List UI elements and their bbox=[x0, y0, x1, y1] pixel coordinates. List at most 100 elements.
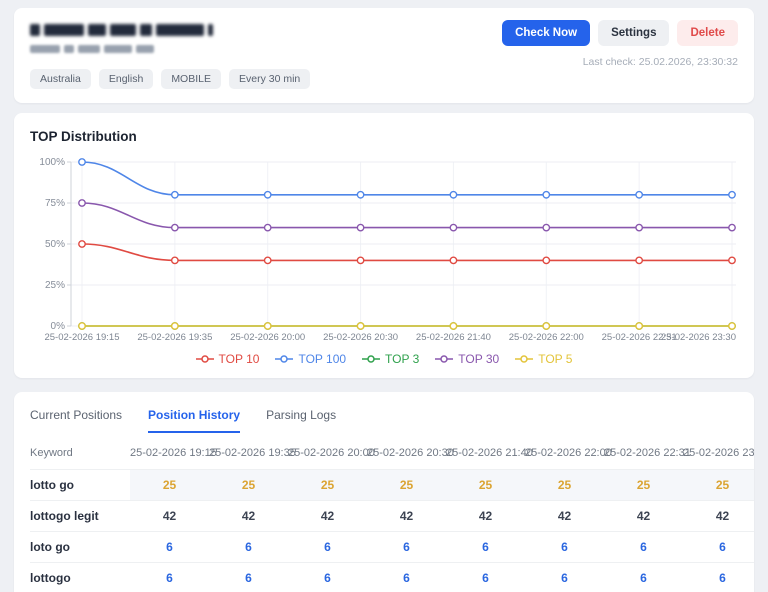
data-point[interactable] bbox=[170, 190, 179, 199]
data-point[interactable] bbox=[449, 223, 458, 232]
position-cell: 6 bbox=[324, 539, 331, 554]
data-point[interactable] bbox=[635, 256, 644, 265]
data-point[interactable] bbox=[449, 256, 458, 265]
positions-tabs: Current Positions Position History Parsing… bbox=[14, 408, 754, 433]
data-point[interactable] bbox=[78, 240, 86, 248]
keyword-column-header: Keyword bbox=[30, 446, 73, 459]
top-distribution-chart[interactable]: 100% 75% 50% 25% 0%25-02-2026 19:15 25-02-202… bbox=[30, 152, 738, 348]
tracker-tag: Every 30 min bbox=[229, 69, 311, 89]
keyword-cell: lottogo bbox=[30, 570, 71, 585]
position-cell: 6 bbox=[640, 570, 647, 585]
top-distribution-card: TOP Distribution 100% 75% 50% 25% 0% 25-02-20… bbox=[14, 113, 754, 378]
tab-position-history[interactable]: Position History bbox=[148, 408, 241, 433]
legend-label: TOP 5 bbox=[538, 352, 573, 366]
position-cell: 42 bbox=[162, 508, 177, 523]
header-actions: Check Now Settings Delete Last check: 25… bbox=[502, 20, 738, 68]
data-point[interactable] bbox=[449, 190, 458, 199]
data-point[interactable] bbox=[263, 322, 272, 330]
date-column-header: 25-02-2026 20:00 bbox=[288, 446, 375, 459]
table-row: lottogo 6 6 6 6 6 6 6 6 bbox=[30, 562, 754, 592]
table-row: loto go 6 6 6 6 6 6 6 6 bbox=[30, 531, 754, 562]
data-point[interactable] bbox=[170, 256, 179, 265]
position-cell: 6 bbox=[561, 539, 568, 554]
series-line-top-10 bbox=[81, 243, 732, 262]
date-column-header: 25-02-2026 20:30 bbox=[367, 446, 454, 459]
position-cell: 25 bbox=[683, 469, 754, 500]
data-point[interactable] bbox=[356, 322, 365, 330]
tracker-tags: Australia English MOBILE Every 30 min bbox=[30, 69, 738, 89]
date-column-header: 25-02-2026 21:40 bbox=[446, 446, 533, 459]
tab-parsing-logs[interactable]: Parsing Logs bbox=[266, 408, 337, 422]
positions-card: Current Positions Position History Parsing… bbox=[14, 392, 754, 592]
position-cell: 6 bbox=[166, 570, 173, 585]
table-header-row: Keyword 25-02-2026 19:15 25-02-2026 19:35 2… bbox=[30, 437, 754, 469]
table-row: lottogo legit 42 42 42 42 42 42 42 42 bbox=[30, 500, 754, 531]
delete-button[interactable]: Delete bbox=[677, 20, 738, 46]
legend-item-top-5[interactable]: TOP 5 bbox=[515, 352, 572, 366]
data-point[interactable] bbox=[728, 322, 736, 330]
check-now-button[interactable]: Check Now bbox=[502, 20, 591, 46]
data-point[interactable] bbox=[728, 223, 736, 232]
x-tick-label: 25-02-2026 19:15 bbox=[44, 332, 119, 343]
position-cell: 6 bbox=[245, 539, 252, 554]
data-point[interactable] bbox=[542, 322, 551, 330]
series-line-top-100 bbox=[81, 161, 732, 196]
data-point[interactable] bbox=[263, 223, 272, 232]
legend-label: TOP 30 bbox=[458, 352, 500, 366]
site-subtitle-redacted bbox=[30, 45, 738, 53]
position-cell: 42 bbox=[241, 508, 256, 523]
x-tick-label: 25-02-2026 20:30 bbox=[323, 332, 398, 343]
tab-current-positions[interactable]: Current Positions bbox=[30, 408, 123, 422]
date-column-header: 25-02-2026 19:35 bbox=[209, 446, 296, 459]
data-point[interactable] bbox=[356, 190, 365, 199]
position-cell: 25 bbox=[209, 469, 288, 500]
data-point[interactable] bbox=[542, 256, 551, 265]
date-column-header: 25-02-2026 23:30 bbox=[683, 446, 754, 459]
legend-marker-icon bbox=[362, 355, 381, 363]
data-point[interactable] bbox=[170, 322, 179, 330]
position-cell: 6 bbox=[166, 539, 173, 554]
data-point[interactable] bbox=[635, 322, 644, 330]
site-title-redacted bbox=[30, 24, 738, 36]
settings-button[interactable]: Settings bbox=[598, 20, 670, 46]
data-point[interactable] bbox=[170, 223, 179, 232]
data-point[interactable] bbox=[542, 190, 551, 199]
y-tick-label: 50% bbox=[45, 239, 65, 250]
position-cell: 25 bbox=[288, 469, 367, 500]
legend-item-top-30[interactable]: TOP 30 bbox=[435, 352, 499, 366]
data-point[interactable] bbox=[263, 190, 272, 199]
data-point[interactable] bbox=[356, 223, 365, 232]
position-cell: 25 bbox=[446, 469, 525, 500]
data-point[interactable] bbox=[356, 256, 365, 265]
date-column-header: 25-02-2026 22:31 bbox=[604, 446, 691, 459]
tracker-titles bbox=[30, 24, 738, 53]
position-history-table: Keyword 25-02-2026 19:15 25-02-2026 19:35 2… bbox=[30, 437, 754, 592]
position-cell: 25 bbox=[604, 469, 683, 500]
data-point[interactable] bbox=[78, 322, 86, 330]
position-cell: 42 bbox=[399, 508, 414, 523]
y-tick-label: 0% bbox=[51, 321, 66, 332]
data-point[interactable] bbox=[263, 256, 272, 265]
y-tick-label: 100% bbox=[39, 157, 65, 168]
date-column-header: 25-02-2026 22:00 bbox=[525, 446, 612, 459]
legend-item-top-3[interactable]: TOP 3 bbox=[362, 352, 419, 366]
series-line-top-30 bbox=[81, 202, 732, 229]
data-point[interactable] bbox=[635, 190, 644, 199]
x-tick-label: 25-02-2026 22:00 bbox=[509, 332, 584, 343]
data-point[interactable] bbox=[635, 223, 644, 232]
legend-item-top-100[interactable]: TOP 100 bbox=[275, 352, 346, 366]
data-point[interactable] bbox=[449, 322, 458, 330]
y-tick-label: 25% bbox=[45, 280, 65, 291]
position-cell: 6 bbox=[482, 539, 489, 554]
position-cell: 25 bbox=[367, 469, 446, 500]
data-point[interactable] bbox=[78, 158, 86, 166]
position-cell: 6 bbox=[245, 570, 252, 585]
position-cell: 42 bbox=[636, 508, 651, 523]
data-point[interactable] bbox=[542, 223, 551, 232]
tracker-tag: MOBILE bbox=[161, 69, 221, 89]
data-point[interactable] bbox=[728, 190, 736, 199]
legend-item-top-10[interactable]: TOP 10 bbox=[195, 352, 259, 366]
data-point[interactable] bbox=[728, 256, 736, 265]
data-point[interactable] bbox=[78, 199, 86, 207]
